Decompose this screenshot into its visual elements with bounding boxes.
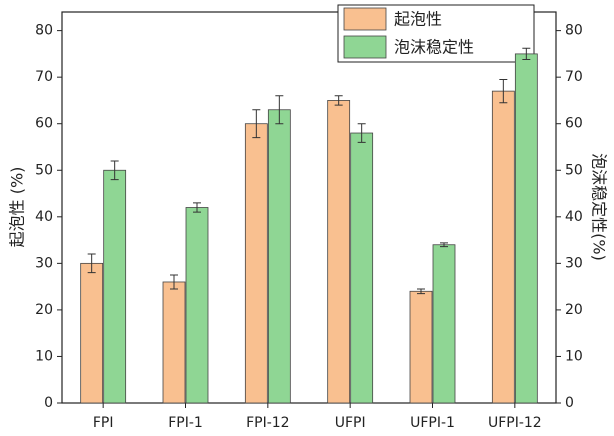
y2-tick-label: 40 xyxy=(565,209,583,225)
bar xyxy=(409,290,433,404)
error-bar xyxy=(522,47,531,60)
y-tick-label: 50 xyxy=(35,162,53,178)
error-bar xyxy=(499,78,508,104)
bar xyxy=(267,109,291,404)
y-tick-label: 70 xyxy=(35,69,53,85)
legend-swatch xyxy=(343,35,387,59)
legend-label: 起泡性 xyxy=(394,10,442,29)
bar xyxy=(327,100,351,404)
plot-frame xyxy=(61,11,557,404)
y-tick-label: 20 xyxy=(35,302,53,318)
bar xyxy=(432,244,456,404)
error-bar xyxy=(275,95,284,125)
error-bar xyxy=(193,202,201,213)
y2-tick-label: 20 xyxy=(565,302,583,318)
y2-axis-label: 泡沫稳定性(%) xyxy=(590,153,609,261)
x-tick-label: UFPI xyxy=(335,415,366,431)
y2-tick-label: 60 xyxy=(565,116,583,132)
y2-tick-label: 80 xyxy=(565,23,583,39)
y2-tick-label: 70 xyxy=(565,69,583,85)
y2-tick-label: 0 xyxy=(565,395,574,411)
legend-label: 泡沫稳定性 xyxy=(394,38,474,57)
legend-swatch xyxy=(343,7,387,31)
bar xyxy=(491,90,515,404)
x-tick-label: UFPI-1 xyxy=(410,415,455,431)
x-tick-label: FPI-1 xyxy=(168,415,203,431)
bar xyxy=(80,262,104,404)
error-bar xyxy=(252,109,261,139)
bar xyxy=(185,207,209,404)
y2-tick-label: 10 xyxy=(565,348,583,364)
error-bar xyxy=(334,95,343,106)
y2-tick-label: 50 xyxy=(565,162,583,178)
x-tick-label: UFPI-12 xyxy=(488,415,542,431)
y-tick-label: 40 xyxy=(35,209,53,225)
error-bar xyxy=(440,242,448,248)
bar xyxy=(350,132,374,404)
error-bar xyxy=(170,274,178,290)
error-bar xyxy=(357,123,366,143)
bar xyxy=(162,281,186,404)
y-tick-label: 80 xyxy=(35,23,53,39)
y-tick-label: 30 xyxy=(35,255,53,271)
y-tick-label: 0 xyxy=(44,395,53,411)
y-axis-label: 起泡性 (%) xyxy=(8,167,27,248)
y-tick-label: 60 xyxy=(35,116,53,132)
x-tick-label: FPI-12 xyxy=(246,415,290,431)
bar xyxy=(244,123,268,404)
bar xyxy=(514,53,538,404)
x-tick-label: FPI xyxy=(93,415,114,431)
error-bar xyxy=(87,253,96,274)
y-tick-label: 10 xyxy=(35,348,53,364)
error-bar xyxy=(110,160,119,181)
bar xyxy=(103,169,127,404)
error-bar xyxy=(417,288,425,295)
y2-tick-label: 30 xyxy=(565,255,583,271)
